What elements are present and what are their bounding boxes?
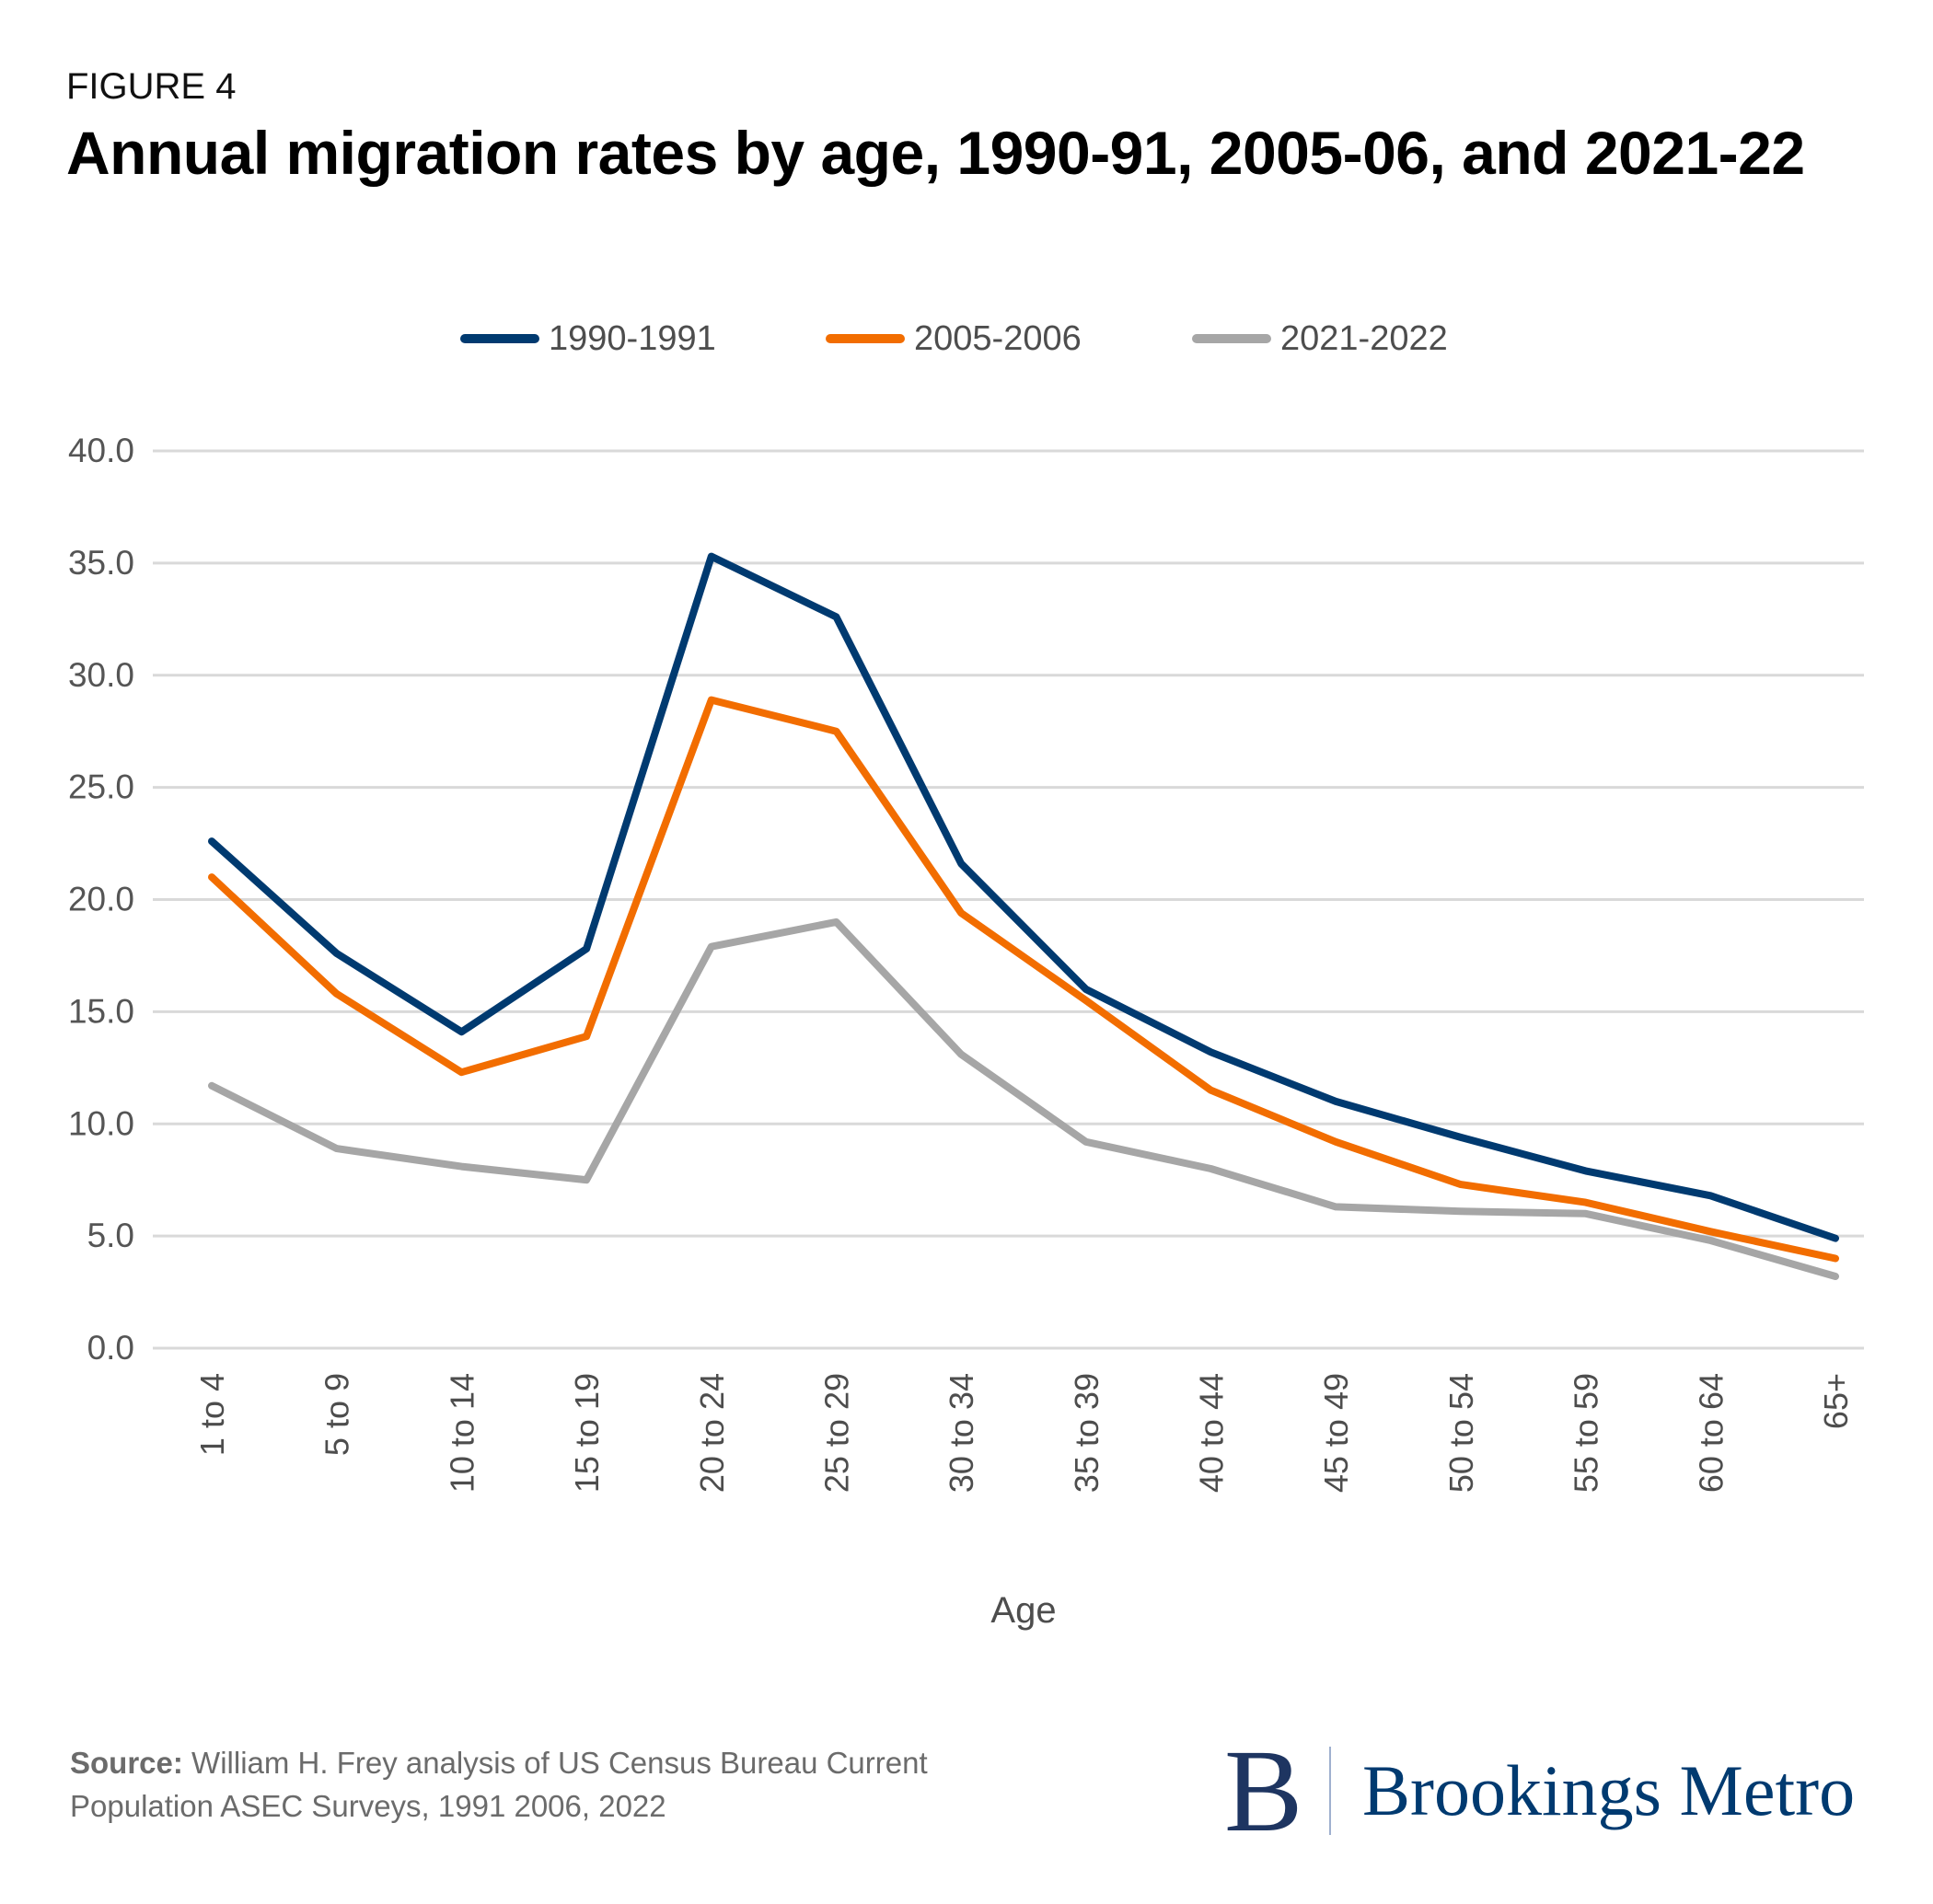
source-label: Source: [70, 1746, 183, 1780]
y-tick-label: 40.0 [68, 432, 134, 469]
x-tick-label: 50 to 54 [1442, 1373, 1480, 1493]
legend-swatch-2021-2022 [1192, 334, 1271, 343]
x-tick-label: 60 to 64 [1692, 1373, 1730, 1493]
y-tick-label: 10.0 [68, 1104, 134, 1142]
x-tick-label: 65+ [1817, 1373, 1855, 1429]
series-line-2021-2022 [208, 917, 1839, 1280]
x-tick-label: 1 to 4 [193, 1373, 231, 1456]
x-tick-label: 5 to 9 [318, 1373, 356, 1456]
series-line-1990-1991 [208, 552, 1839, 1242]
y-tick-label: 5.0 [87, 1217, 134, 1254]
y-tick-label: 25.0 [68, 768, 134, 806]
x-tick-label: 25 to 29 [817, 1373, 855, 1493]
x-tick-label: 15 to 19 [568, 1373, 606, 1493]
x-tick-label: 55 to 59 [1568, 1373, 1605, 1493]
x-tick-label: 30 to 34 [943, 1373, 980, 1493]
x-axis-title: Age [990, 1590, 1056, 1631]
figure-label: FIGURE 4 [66, 66, 237, 107]
y-tick-label: 20.0 [68, 881, 134, 918]
legend-label: 1990-1991 [549, 318, 716, 358]
x-tick-label: 40 to 44 [1193, 1373, 1231, 1493]
x-axis-ticks: 1 to 4 5 to 9 10 to 14 15 to 19 20 to 24 25 t… [193, 1373, 1855, 1493]
series-line-2005-2006 [208, 696, 1839, 1263]
x-tick-label: 10 to 14 [443, 1373, 480, 1493]
legend-swatch-1990-1991 [460, 334, 539, 343]
x-tick-label: 45 to 49 [1317, 1373, 1355, 1493]
legend-item-2021-2022: 2021-2022 [1192, 317, 1448, 361]
y-tick-label: 15.0 [68, 992, 134, 1030]
chart-title: Annual migration rates by age, 1990-91, … [66, 119, 1805, 187]
brookings-metro-logo: B Brookings Metro [1224, 1732, 1887, 1850]
y-tick-label: 30.0 [68, 656, 134, 694]
gridlines [153, 449, 1864, 1350]
legend: 1990-1991 2005-2006 2021-2022 [0, 317, 1933, 361]
source-text: William H. Frey analysis of US Census Bu… [70, 1746, 928, 1823]
y-tick-label: 35.0 [68, 544, 134, 582]
legend-label: 2021-2022 [1280, 318, 1448, 358]
y-axis-ticks: 0.0 5.0 10.0 15.0 20.0 25.0 30.0 35.0 40.0 [68, 432, 134, 1367]
legend-swatch-2005-2006 [826, 334, 905, 343]
legend-item-1990-1991: 1990-1991 [460, 317, 716, 361]
source-note: Source: William H. Frey analysis of US C… [70, 1741, 1046, 1828]
y-tick-label: 0.0 [87, 1329, 134, 1367]
legend-item-2005-2006: 2005-2006 [826, 317, 1082, 361]
logo-text: Brookings Metro [1362, 1750, 1856, 1830]
logo-letter: B [1224, 1725, 1303, 1856]
series-lines [208, 552, 1839, 1280]
x-tick-label: 35 to 39 [1068, 1373, 1105, 1493]
logo-divider [1329, 1747, 1331, 1835]
x-tick-label: 20 to 24 [693, 1373, 731, 1493]
legend-label: 2005-2006 [914, 318, 1082, 358]
